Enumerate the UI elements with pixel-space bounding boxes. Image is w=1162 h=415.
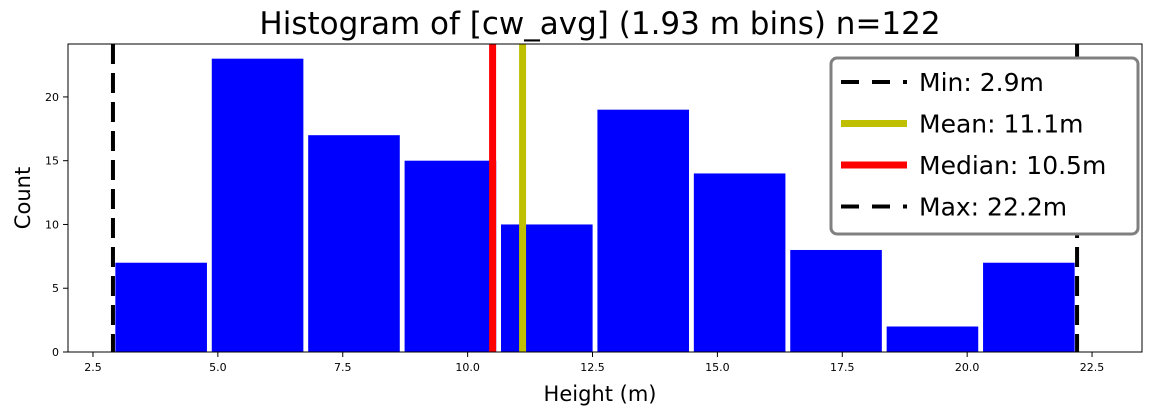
bars-group [115, 58, 1075, 353]
histogram-bar [404, 160, 497, 352]
histogram-bar [308, 135, 400, 352]
chart-title: Histogram of [cw_avg] (1.93 m bins) n=12… [259, 6, 940, 42]
y-tick-label: 20 [45, 91, 59, 104]
histogram-bar [983, 262, 1075, 352]
y-axis-label: Count [11, 167, 35, 229]
x-tick-label: 7.5 [334, 361, 352, 374]
y-axis-ticks: 0 5 10 15 20 [45, 91, 68, 359]
histogram-bar [886, 326, 979, 352]
y-tick-label: 10 [45, 218, 59, 231]
histogram-bar [597, 109, 690, 353]
legend-label: Min: 2.9m [919, 68, 1044, 97]
x-tick-label: 12.5 [580, 361, 605, 374]
x-tick-label: 20.0 [955, 361, 980, 374]
histogram-bar [501, 224, 593, 352]
legend-box [829, 56, 1140, 236]
x-tick-label: 17.5 [830, 361, 855, 374]
histogram-bar [115, 262, 207, 352]
plot-area-frame [67, 43, 1143, 353]
histogram-bar [211, 58, 304, 353]
y-tick-label: 0 [52, 346, 59, 359]
histogram-bar [790, 249, 882, 352]
x-tick-label: 10.0 [455, 361, 480, 374]
histogram-bar [693, 173, 786, 352]
legend-label: Mean: 11.1m [919, 110, 1084, 139]
legend: Min: 2.9m Mean: 11.1m Median: 10.5m Max: 22… [829, 56, 1140, 236]
legend-label: Median: 10.5m [919, 151, 1106, 180]
x-tick-label: 15.0 [705, 361, 730, 374]
x-axis-label: Height (m) [544, 382, 657, 406]
x-axis-ticks: 2.5 5.0 7.5 10.0 12.5 15.0 17.5 20.0 22.5 [84, 352, 1104, 374]
y-tick-label: 15 [45, 155, 59, 168]
x-tick-label: 22.5 [1080, 361, 1105, 374]
x-tick-label: 2.5 [84, 361, 102, 374]
x-tick-label: 5.0 [209, 361, 227, 374]
y-tick-label: 5 [52, 282, 59, 295]
legend-label: Max: 22.2m [919, 193, 1067, 222]
